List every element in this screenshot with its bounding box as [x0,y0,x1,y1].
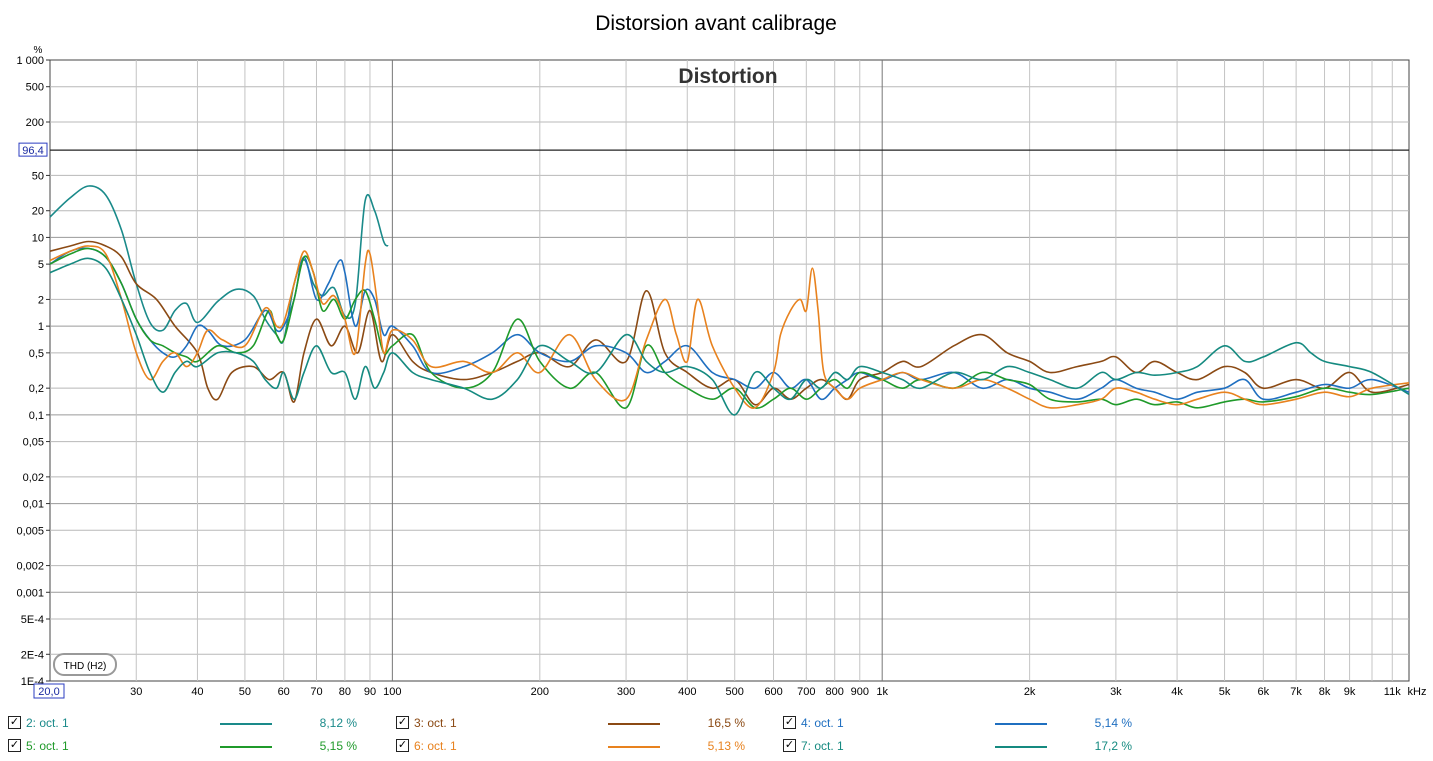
series-swatch [608,723,660,725]
y-tick-label: 10 [32,232,44,244]
x-tick-label: 7k [1290,686,1302,698]
x-unit-label: kHz [1408,686,1427,698]
x-tick-label: 40 [191,686,203,698]
x-tick-label: 4k [1171,686,1183,698]
chart-title: Distorsion avant calibrage [595,12,837,35]
series-label: 7: oct. 1 [801,739,844,753]
x-tick-label: 30 [130,686,142,698]
x-axis-ticks: 30 40 50 60 70 80 90 100 200 300 400 500 600 700 800 90… [130,686,1401,698]
x-tick-label: 900 [851,686,869,698]
y-tick-label: 0,002 [16,561,44,573]
legend-item-series-3[interactable]: ✓ 3: oct. 1 16,5 % [396,713,796,733]
y-tick-label: 50 [32,170,44,182]
x-tick-label: 5k [1219,686,1231,698]
checkbox[interactable]: ✓ [783,739,796,752]
y-tick-label: 0,01 [23,499,44,511]
x-tick-label: 600 [764,686,782,698]
series-line-6 [49,245,1410,409]
x-tick-label: 700 [797,686,815,698]
x-tick-label: 1k [876,686,888,698]
series-value: 8,12 % [319,716,357,730]
x-tick-label: 500 [726,686,744,698]
series-lines [49,185,1410,416]
series-value: 5,13 % [707,739,745,753]
checkbox[interactable]: ✓ [783,716,796,729]
y-tick-label: 0,001 [16,587,44,599]
series-swatch [995,746,1047,748]
y-tick-label: 200 [26,117,44,129]
y-tick-label: 0,5 [29,348,44,360]
series-label: 4: oct. 1 [801,716,844,730]
y-tick-label: 500 [26,82,44,94]
x-start-box[interactable]: 20,0 [33,683,65,699]
x-tick-label: 11k [1384,686,1401,698]
x-tick-label: 70 [310,686,322,698]
y-tick-label: 0,05 [23,437,44,449]
x-tick-label: 800 [826,686,844,698]
x-tick-label: 80 [339,686,351,698]
series-swatch [220,723,272,725]
x-tick-label: 3k [1110,686,1122,698]
x-tick-label: 400 [678,686,696,698]
y-tick-label: 0,005 [16,525,44,537]
x-tick-label: 8k [1319,686,1331,698]
checkbox[interactable]: ✓ [8,739,21,752]
series-value: 17,2 % [1094,739,1132,753]
x-tick-label: 9k [1344,686,1356,698]
x-tick-label: 60 [278,686,290,698]
series-label: 5: oct. 1 [26,739,69,753]
x-start-value: 20,0 [38,686,59,698]
series-swatch [608,746,660,748]
y-tick-label: 2E-4 [21,649,44,661]
marker-value: 96,4 [22,145,43,157]
series-label: 3: oct. 1 [414,716,457,730]
y-tick-label: 5 [38,259,44,271]
series-value: 5,14 % [1094,716,1132,730]
y-tick-label: 0,02 [23,472,44,484]
series-line-3 [49,240,1410,406]
x-tick-label: 2k [1024,686,1036,698]
plot-area[interactable] [49,59,1410,682]
x-tick-label: 300 [617,686,635,698]
legend-item-series-5[interactable]: ✓ 5: oct. 1 5,15 % [8,736,408,756]
measure-type-label: THD (H2) [64,661,107,672]
y-unit-label: % [34,45,43,56]
y-tick-label: 0,2 [29,383,44,395]
y-tick-label: 5E-4 [21,614,44,626]
marker-value-box[interactable]: 96,4 [18,142,48,157]
checkbox[interactable]: ✓ [8,716,21,729]
checkbox[interactable]: ✓ [396,739,409,752]
measure-type-button[interactable]: THD (H2) [53,653,117,676]
checkbox[interactable]: ✓ [396,716,409,729]
grid-lines [50,60,1409,681]
y-tick-label: 0,1 [29,410,44,422]
legend-item-series-6[interactable]: ✓ 6: oct. 1 5,13 % [396,736,796,756]
y-tick-label: 20 [32,206,44,218]
x-tick-label: 6k [1258,686,1270,698]
legend: ✓ 2: oct. 1 8,12 % ✓ 3: oct. 1 16,5 % ✓ … [0,708,1433,761]
legend-item-series-2[interactable]: ✓ 2: oct. 1 8,12 % [8,713,458,733]
series-line-7 [49,257,1410,416]
series-label: 6: oct. 1 [414,739,457,753]
y-tick-label: 1 [38,321,44,333]
series-value: 16,5 % [707,716,745,730]
series-swatch [220,746,272,748]
y-tick-label: 2 [38,294,44,306]
x-tick-label: 90 [364,686,376,698]
legend-item-series-4[interactable]: ✓ 4: oct. 1 5,14 % [783,713,1183,733]
y-tick-label: 1 000 [16,55,44,67]
series-label: 2: oct. 1 [26,716,69,730]
distortion-chart: Distorsion avant calibrage % 1 000500200… [16,12,1427,699]
series-value: 5,15 % [319,739,357,753]
series-swatch [995,723,1047,725]
x-tick-label: 100 [383,686,401,698]
plot-inner-title: Distortion [678,65,777,88]
x-tick-label: 50 [239,686,251,698]
x-tick-label: 200 [531,686,549,698]
legend-item-series-7[interactable]: ✓ 7: oct. 1 17,2 % [783,736,1183,756]
